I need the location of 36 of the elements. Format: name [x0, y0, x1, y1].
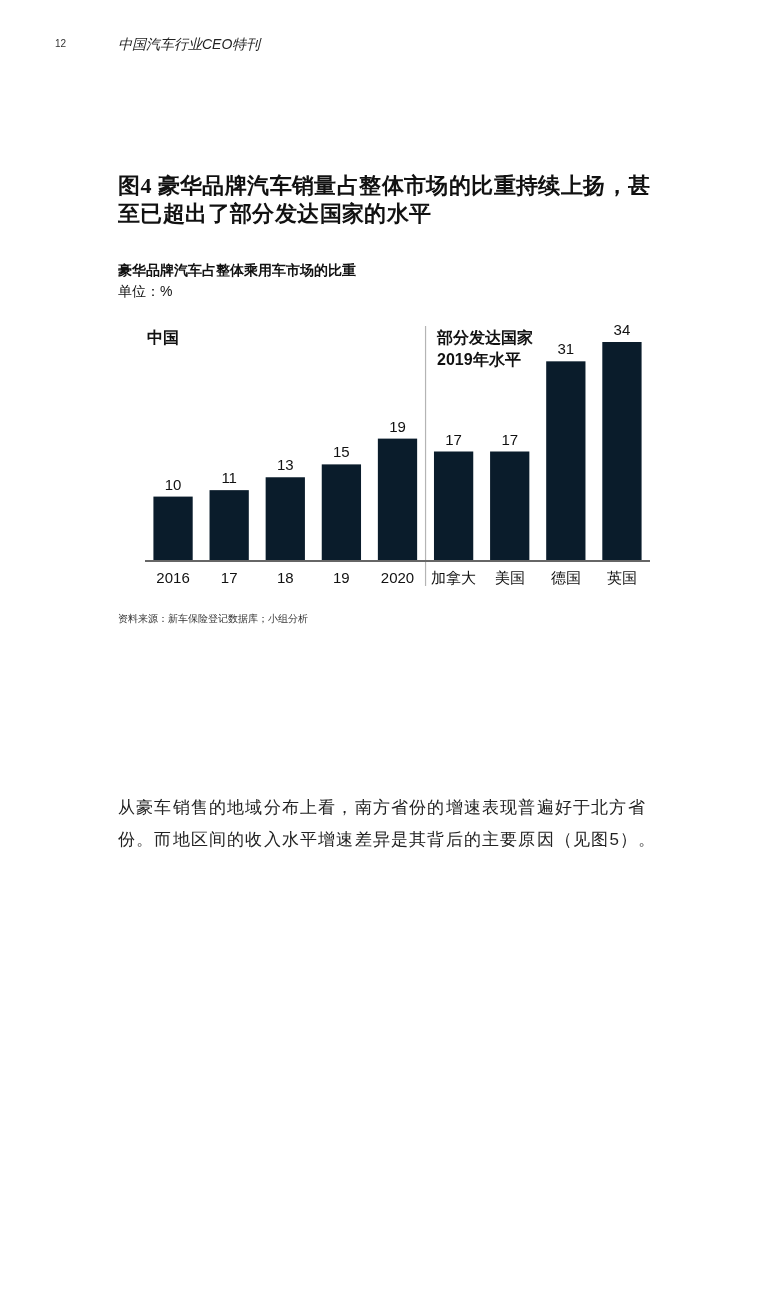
text: 资料来源：新车保险登记数据库；小组分析: [118, 612, 308, 626]
data-label: 34: [613, 321, 631, 338]
bar: [377, 438, 418, 561]
chart-subtitle: 豪华品牌汽车占整体乘用车市场的比重: [118, 261, 356, 279]
chart-title: 图4 豪华品牌汽车销量占整体市场的比重持续上扬，甚至已超出了部分发达国家的水平: [118, 172, 652, 228]
text: 12: [55, 37, 67, 51]
bar: [265, 477, 305, 561]
bar: [602, 342, 642, 561]
annotation: 部分发达国家 2019年水平: [437, 328, 533, 370]
data-label: 10: [164, 475, 182, 493]
bar: [321, 464, 362, 561]
x-tick-label: 英国: [606, 569, 637, 586]
bar: [433, 451, 474, 561]
bar: [546, 361, 586, 561]
x-tick-label: 19: [333, 569, 350, 586]
bar: [490, 451, 530, 561]
x-tick-label: 2016: [156, 569, 190, 586]
text: 从豪车销售的地域分布上看，南方省份的增速表现普遍好于北方省份。而地区间的收入水平增速差异是其背后的主要原因（见图5）。: [118, 797, 658, 851]
data-label: 19: [389, 417, 406, 435]
annotation: 中国: [147, 328, 179, 348]
data-label: 17: [445, 430, 462, 448]
y-axis-title: 单位：%: [118, 282, 173, 300]
data-label: 13: [276, 456, 294, 474]
data-label: 17: [501, 430, 519, 448]
x-tick-label: 德国: [550, 569, 581, 586]
x-tick-label: 美国: [494, 569, 525, 586]
bar: [209, 490, 249, 561]
text: 中国汽车行业CEO特刊: [118, 35, 261, 53]
x-tick-label: 17: [220, 569, 238, 586]
x-tick-label: 18: [276, 569, 294, 586]
x-tick-label: 加拿大: [431, 569, 477, 586]
data-label: 11: [221, 469, 237, 487]
data-label: 15: [333, 443, 350, 461]
data-label: 31: [557, 340, 575, 358]
x-tick-label: 2020: [380, 569, 415, 586]
bar: [153, 496, 193, 561]
